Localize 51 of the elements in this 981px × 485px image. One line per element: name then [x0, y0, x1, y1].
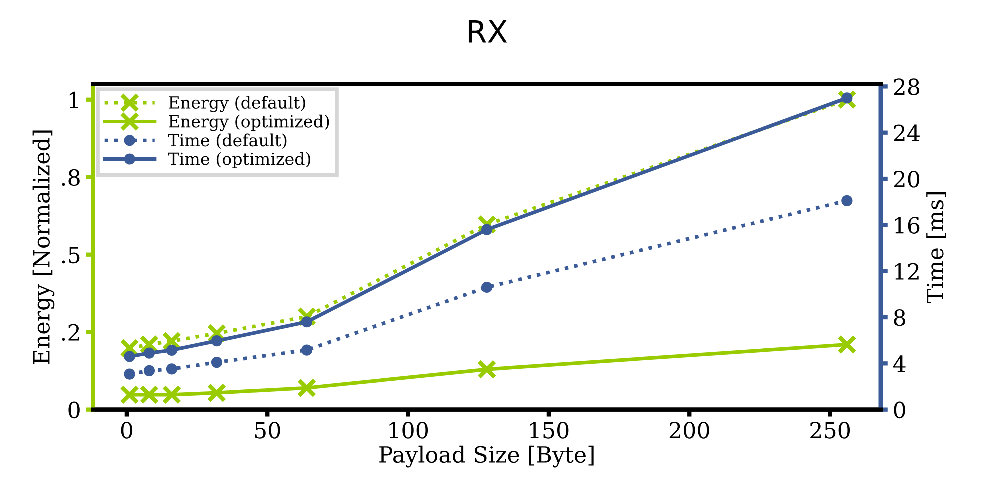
point — [301, 344, 313, 356]
y-tick-label: .5 — [62, 247, 80, 264]
legend-label: Energy (optimized) — [169, 114, 330, 132]
point — [124, 351, 136, 362]
point — [837, 335, 857, 354]
point — [144, 365, 156, 376]
y2-tick-label: 24 — [894, 124, 920, 142]
x-tick-label: 50 — [255, 422, 280, 439]
x-tick-label: 200 — [670, 422, 710, 439]
point — [482, 282, 493, 294]
legend-label: Time (optimized) — [168, 152, 310, 169]
y-tick-label: 0 — [68, 402, 80, 419]
point — [842, 92, 853, 104]
point — [162, 332, 182, 352]
point — [211, 335, 223, 347]
point — [837, 90, 857, 110]
point — [301, 316, 313, 328]
x-tick-label: 250 — [810, 422, 850, 439]
x-tick-label: 0 — [121, 422, 133, 439]
point — [144, 348, 156, 359]
chart-title: RX — [468, 20, 508, 43]
legend-label: Time (default) — [168, 134, 287, 150]
point — [166, 344, 178, 356]
y2-tick-label: 16 — [895, 217, 920, 234]
x-tick-label: 100 — [390, 422, 428, 439]
y2-tick-label: 4 — [893, 356, 906, 372]
point — [477, 360, 497, 380]
point — [207, 383, 227, 403]
x-tick-label: 150 — [530, 422, 569, 439]
y2-tick-label: 0 — [894, 402, 906, 419]
point — [297, 307, 317, 327]
y-tick-label: 1 — [70, 92, 78, 108]
y-axis-title: Energy [Normalized] — [32, 130, 55, 364]
point — [297, 378, 317, 398]
x-axis-title: Payload Size [Byte] — [380, 446, 594, 468]
legend-label: Energy (default) — [169, 96, 306, 112]
y-tick-label: .2 — [62, 324, 80, 342]
point — [207, 324, 227, 344]
y2-tick-label: 12 — [895, 263, 919, 280]
y2-tick-label: 8 — [894, 309, 906, 326]
point — [162, 385, 182, 405]
point — [124, 368, 136, 380]
point — [211, 356, 223, 368]
point — [477, 215, 497, 235]
point — [842, 195, 853, 206]
y2-tick-label: 28 — [894, 78, 920, 96]
y2-axis-title: Time [ms] — [926, 192, 946, 304]
point — [166, 364, 178, 375]
y2-tick-label: 20 — [894, 170, 920, 188]
y-tick-label: .8 — [62, 169, 80, 186]
point — [482, 224, 493, 236]
